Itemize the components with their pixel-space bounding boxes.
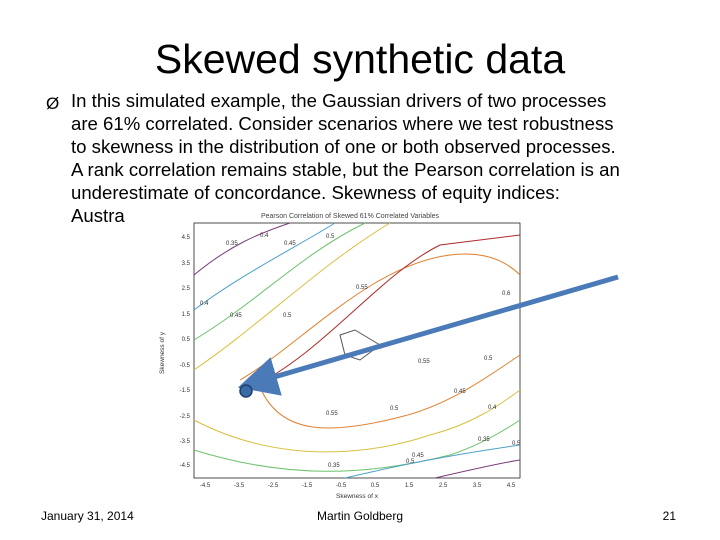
contour-label: 0.45 xyxy=(454,389,466,395)
y-tick-label: -4.5 xyxy=(180,463,191,469)
contour-label: 0.45 xyxy=(230,313,242,319)
y-tick-label: 2.5 xyxy=(182,286,191,292)
body-line: In this simulated example, the Gaussian … xyxy=(71,90,607,111)
x-tick-label: -2.5 xyxy=(268,483,279,489)
annotation-marker xyxy=(239,384,253,398)
footer-date: January 31, 2014 xyxy=(41,509,134,523)
contour-label: 0.55 xyxy=(326,411,338,417)
x-tick-label: -0.5 xyxy=(336,483,347,489)
y-axis-label: Skewness of y xyxy=(159,331,166,374)
body-line: to skewness in the distribution of one o… xyxy=(71,136,616,157)
x-tick-label: 0.5 xyxy=(371,483,380,489)
x-tick-label: -3.5 xyxy=(234,483,245,489)
body-line: are 61% correlated. Consider scenarios w… xyxy=(71,113,614,134)
contour-label: 0.5 xyxy=(326,234,335,240)
contour-line xyxy=(193,222,291,276)
contour-labels: 0.35 0.4 0.45 0.5 0.4 0.45 0.5 0.55 0.6 … xyxy=(200,233,521,469)
contour-label: 0.6 xyxy=(502,291,511,297)
contour-label: 0.5 xyxy=(512,441,521,447)
y-tick-label: -2.5 xyxy=(180,414,191,420)
contour-line xyxy=(339,329,381,361)
contour-label: 0.5 xyxy=(283,313,292,319)
x-tick-label: 2.5 xyxy=(439,483,448,489)
body-text: In this simulated example, the Gaussian … xyxy=(71,89,671,227)
contour-label: 0.45 xyxy=(284,241,296,247)
contour-label: 0.45 xyxy=(412,453,424,459)
slide-title: Skewed synthetic data xyxy=(154,36,566,82)
footer-page-number: 21 xyxy=(662,509,676,523)
contour-line xyxy=(193,222,336,311)
contour-label: 0.4 xyxy=(488,405,497,411)
contour-label: 0.35 xyxy=(226,241,238,247)
x-tick-label: -1.5 xyxy=(302,483,313,489)
x-tick-label: 1.5 xyxy=(405,483,414,489)
contour-line xyxy=(344,444,521,479)
contour-label: 0.5 xyxy=(406,459,415,465)
contour-line xyxy=(193,222,366,341)
footer-author: Martin Goldberg xyxy=(316,509,404,523)
y-ticks: 4.5 3.5 2.5 1.5 0.5 -0.5 -1.5 -2.5 -3.5 … xyxy=(180,235,191,469)
contour-label: 0.4 xyxy=(260,233,269,239)
contour-line xyxy=(434,459,521,479)
x-axis-label: Skewness of x xyxy=(336,493,379,500)
annotation-arrow-line xyxy=(237,274,619,396)
body-line: underestimate of concordance. Skewness o… xyxy=(71,182,560,203)
contour-line xyxy=(259,234,521,384)
contour-plot-svg: Pearson Correlation of Skewed 61% Correl… xyxy=(159,213,521,500)
x-tick-label: 3.5 xyxy=(473,483,482,489)
contour-line xyxy=(193,222,391,371)
body-line: Austra xyxy=(71,205,125,226)
plot-frame xyxy=(193,222,521,479)
contour-label: 0.35 xyxy=(328,463,340,469)
x-tick-label: 4.5 xyxy=(507,483,516,489)
contour-line xyxy=(239,253,521,381)
chart-title: Pearson Correlation of Skewed 61% Correl… xyxy=(261,213,440,220)
contour-label: 0.4 xyxy=(200,301,209,307)
y-tick-label: -0.5 xyxy=(180,363,191,369)
contour-label: 0.55 xyxy=(356,285,368,291)
y-tick-label: -1.5 xyxy=(180,388,191,394)
y-tick-label: -3.5 xyxy=(180,439,191,445)
y-tick-label: 4.5 xyxy=(182,235,191,241)
y-tick-label: 3.5 xyxy=(182,261,191,267)
contour-label: 0.35 xyxy=(478,437,490,443)
contour-lines xyxy=(193,222,521,479)
x-tick-label: -4.5 xyxy=(200,483,211,489)
y-tick-label: 1.5 xyxy=(182,312,191,318)
bullet-arrow-icon: Ø xyxy=(46,94,60,113)
body-line: A rank correlation remains stable, but t… xyxy=(71,159,620,180)
x-ticks: -4.5 -3.5 -2.5 -1.5 -0.5 0.5 1.5 2.5 3.5… xyxy=(200,483,516,489)
contour-label: 0.55 xyxy=(418,359,430,365)
contour-line xyxy=(259,354,521,429)
contour-line xyxy=(193,389,521,453)
contour-label: 0.5 xyxy=(390,406,399,412)
contour-label: 0.5 xyxy=(484,356,493,362)
y-tick-label: 0.5 xyxy=(182,337,191,343)
